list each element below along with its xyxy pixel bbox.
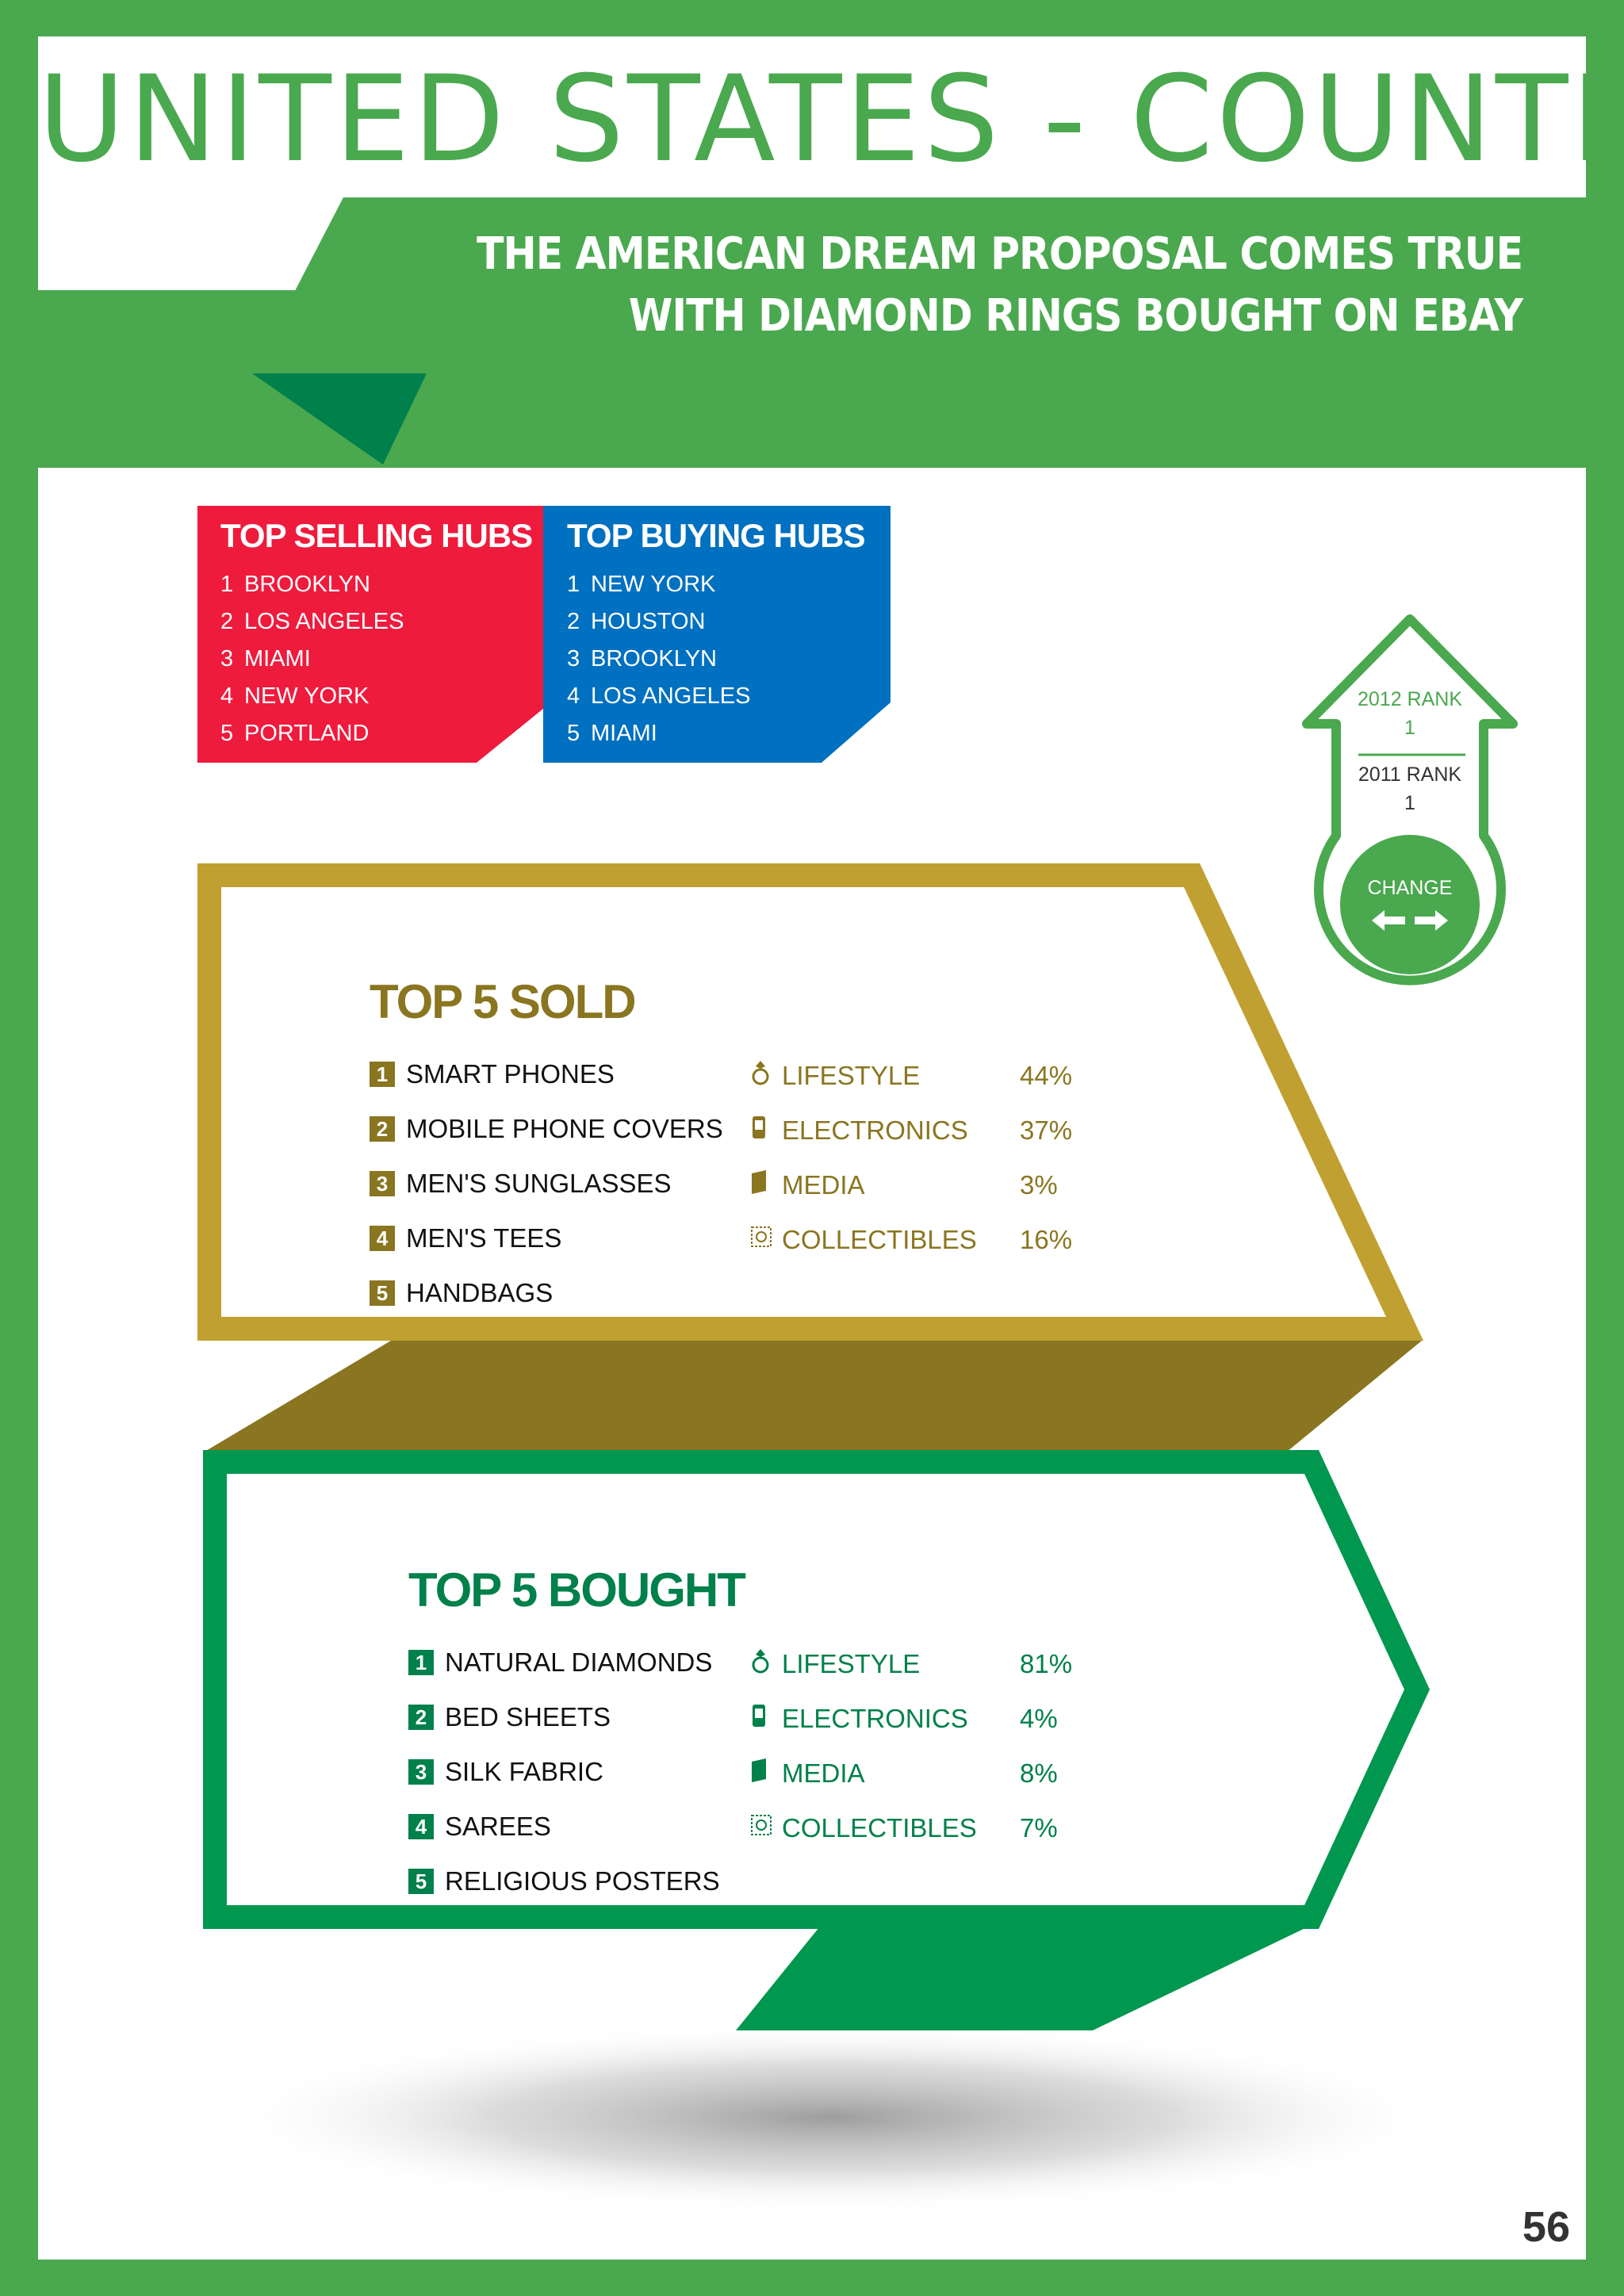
rank-change-label: CHANGE <box>1367 877 1453 899</box>
page-title: UNITED STATES - COUNTRY <box>38 51 1586 189</box>
stamp-icon <box>750 1225 774 1255</box>
list-item: 4 SAREES <box>408 1799 745 1854</box>
category-row: ELECTRONICS 4% <box>750 1691 1072 1746</box>
rank-2012-label: 2012 RANK <box>1357 688 1463 710</box>
category-row: MEDIA 8% <box>750 1746 1072 1800</box>
page-subtitle: THE AMERICAN DREAM PROPOSAL COMES TRUE W… <box>477 224 1523 347</box>
hub-item: 5 PORTLAND <box>220 721 370 746</box>
category-row: ELECTRONICS 37% <box>750 1103 1072 1158</box>
book-icon <box>750 1169 774 1202</box>
selling-hubs-title: TOP SELLING HUBS <box>220 517 533 554</box>
list-item: 5 RELIGIOUS POSTERS <box>408 1854 745 1908</box>
category-row: MEDIA 3% <box>750 1158 1072 1212</box>
buying-hubs: TOP BUYING HUBS 1 NEW YORK 2 HOUSTON 3 BROO… <box>567 517 866 752</box>
rank-2012-value: 1 <box>1404 717 1415 739</box>
subtitle-line-2: WITH DIAMOND RINGS BOUGHT ON EBAY <box>628 290 1523 342</box>
sold-list: TOP 5 SOLD 1 SMART PHONES 2 MOBILE PHONE C… <box>370 974 723 1320</box>
list-item: 2 MOBILE PHONE COVERS <box>370 1101 723 1156</box>
hub-item: 2 HOUSTON <box>567 609 706 634</box>
hub-item: 3 MIAMI <box>220 646 311 672</box>
hub-item: 2 LOS ANGELES <box>220 609 404 634</box>
rank-2011-value: 1 <box>1404 792 1415 814</box>
category-row: LIFESTYLE 81% <box>750 1636 1072 1691</box>
category-row: LIFESTYLE 44% <box>750 1048 1072 1103</box>
floor-shadow <box>213 2022 1450 2213</box>
sold-connector <box>205 1341 1422 1452</box>
selling-hubs-box <box>197 506 543 763</box>
hub-item: 1 BROOKLYN <box>220 572 371 597</box>
banner-ribbon <box>252 197 1586 373</box>
list-item: 1 SMART PHONES <box>370 1047 723 1101</box>
list-item: 3 SILK FABRIC <box>408 1744 745 1799</box>
book-icon <box>750 1757 774 1790</box>
subtitle-line-1: THE AMERICAN DREAM PROPOSAL COMES TRUE <box>477 228 1523 280</box>
category-row: COLLECTIBLES 7% <box>750 1800 1072 1855</box>
rank-2011-label: 2011 RANK <box>1358 763 1462 786</box>
buying-hubs-title: TOP BUYING HUBS <box>567 517 866 554</box>
sold-categories: LIFESTYLE 44% ELECTRONICS 37% MEDIA 3% COLL… <box>750 1048 1072 1267</box>
hub-item: 3 BROOKLYN <box>567 646 718 672</box>
category-row: COLLECTIBLES 16% <box>750 1212 1072 1267</box>
phone-icon <box>750 1702 774 1735</box>
hub-item: 5 MIAMI <box>567 721 657 746</box>
list-item: 4 MEN'S TEES <box>370 1211 723 1265</box>
bought-fold <box>736 1927 1307 2030</box>
rank-2011: 2011 RANK 1 <box>1331 760 1489 817</box>
ring-icon <box>750 1059 774 1093</box>
list-item: 1 NATURAL DIAMONDS <box>408 1635 745 1689</box>
rank-change: CHANGE <box>1331 874 1489 934</box>
infographic-page: UNITED STATES - COUNTRY THE AMERICAN DRE… <box>38 36 1586 2260</box>
page-number: 56 <box>1522 2203 1570 2251</box>
left-right-arrows-icon <box>1372 910 1448 931</box>
buying-hubs-box <box>543 506 891 763</box>
hub-item: 1 NEW YORK <box>567 572 716 597</box>
hub-item: 4 LOS ANGELES <box>567 683 751 709</box>
banner-fold <box>252 373 427 465</box>
ring-icon <box>750 1647 774 1681</box>
sold-heading: TOP 5 SOLD <box>370 975 637 1028</box>
rank-2012: 2012 RANK 1 <box>1331 685 1489 742</box>
selling-hubs: TOP SELLING HUBS 1 BROOKLYN 2 LOS ANGELES … <box>220 517 533 752</box>
bought-categories: LIFESTYLE 81% ELECTRONICS 4% MEDIA 8% COLLE… <box>750 1636 1072 1855</box>
list-item: 5 HANDBAGS <box>370 1265 723 1320</box>
rank-arrow-icon <box>1302 614 1518 985</box>
bought-list: TOP 5 BOUGHT 1 NATURAL DIAMONDS 2 BED SHEE… <box>408 1563 746 1908</box>
hub-item: 4 NEW YORK <box>220 683 370 709</box>
bought-heading: TOP 5 BOUGHT <box>408 1563 746 1617</box>
background-shapes <box>38 36 1586 2213</box>
phone-icon <box>750 1114 774 1147</box>
list-item: 3 MEN'S SUNGLASSES <box>370 1156 723 1211</box>
list-item: 2 BED SHEETS <box>408 1689 745 1744</box>
stamp-icon <box>750 1813 774 1843</box>
